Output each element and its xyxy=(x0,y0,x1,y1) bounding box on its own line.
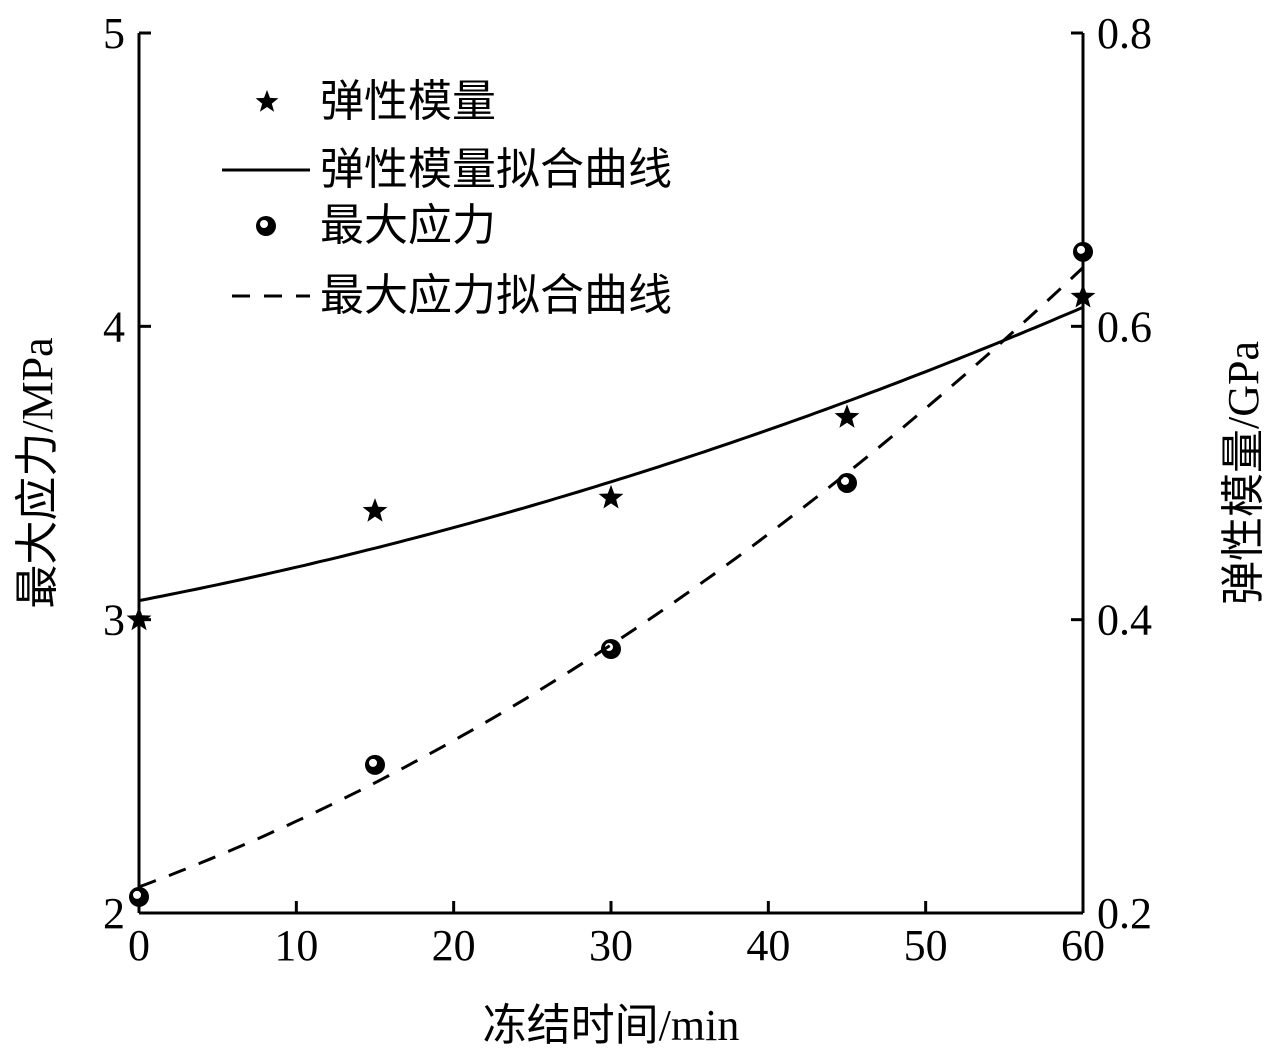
legend-marker-circle xyxy=(256,216,276,236)
legend-label: 最大应力 xyxy=(320,201,496,250)
fit-curve-modulus xyxy=(138,305,1084,603)
x-tick-label: 30 xyxy=(589,921,633,970)
marker-highlight xyxy=(260,220,268,228)
x-tick-label: 0 xyxy=(128,921,150,970)
fit-curve-stress xyxy=(138,266,1085,889)
y-axis-label-left: 最大应力/MPa xyxy=(13,337,62,608)
legend-marker-star xyxy=(255,90,279,112)
x-tick-label: 40 xyxy=(746,921,790,970)
y-left-tick-label: 2 xyxy=(103,889,125,938)
y-right-tick-label: 0.2 xyxy=(1097,889,1152,938)
y-right-tick-label: 0.6 xyxy=(1097,302,1152,351)
y-left-tick-label: 4 xyxy=(103,302,125,351)
legend-label: 弹性模量 xyxy=(320,77,496,126)
x-tick-label: 10 xyxy=(274,921,318,970)
y-left-tick-label: 5 xyxy=(103,9,125,58)
data-point-modulus xyxy=(834,404,860,428)
legend-label: 最大应力拟合曲线 xyxy=(320,271,672,320)
data-point-stress xyxy=(365,754,385,775)
data-point-stress xyxy=(1073,241,1093,262)
data-point-modulus xyxy=(1070,284,1096,308)
x-axis-label: 冻结时间/min xyxy=(483,1001,740,1050)
data-point-stress xyxy=(837,472,857,493)
x-tick-label: 50 xyxy=(904,921,948,970)
data-point-modulus xyxy=(126,606,152,631)
data-point-modulus xyxy=(598,484,624,509)
y-right-tick-label: 0.4 xyxy=(1097,596,1152,645)
marks xyxy=(126,241,1096,907)
x-tick-label: 20 xyxy=(432,921,476,970)
data-point-stress xyxy=(129,886,149,907)
x-tick-label: 60 xyxy=(1061,921,1105,970)
legend-label: 弹性模量拟合曲线 xyxy=(320,145,672,194)
marker-highlight xyxy=(369,758,377,767)
y-right-tick-label: 0.8 xyxy=(1097,9,1152,58)
data-point-modulus xyxy=(362,498,388,522)
y-axis-label-right: 弹性模量/GPa xyxy=(1219,341,1268,605)
marker-highlight xyxy=(1077,245,1085,254)
axes: 0 10 20 30 40 50 60 2 3 4 5 0.2 0.4 0.6 0.8 xyxy=(103,9,1152,970)
y-left-tick-label: 3 xyxy=(103,596,125,645)
marker-highlight xyxy=(133,890,141,899)
marker-highlight xyxy=(841,476,849,485)
